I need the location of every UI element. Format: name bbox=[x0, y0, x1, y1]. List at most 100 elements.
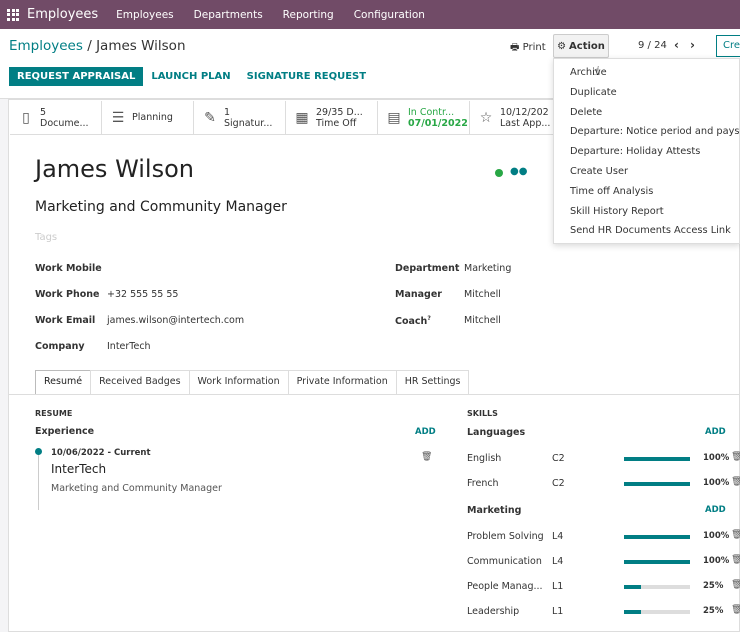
tab-received-badges[interactable]: Received Badges bbox=[90, 370, 190, 394]
pager-value[interactable]: 9 / 24 bbox=[638, 40, 667, 51]
work-phone-field[interactable]: +32 555 55 55 bbox=[107, 289, 179, 300]
experience-title[interactable]: InterTech bbox=[51, 462, 107, 476]
skill-progress-bar bbox=[624, 560, 690, 564]
timeline-line bbox=[38, 452, 39, 510]
skill-percent: 25% bbox=[703, 581, 724, 591]
breadcrumb-current: James Wilson bbox=[96, 38, 186, 54]
work-email-field[interactable]: james.wilson@intertech.com bbox=[107, 315, 245, 326]
signature-request-button[interactable]: SIGNATURE REQUEST bbox=[246, 71, 367, 82]
contract-smart-button[interactable]: ▤ In Contr... 07/01/2022 bbox=[378, 101, 470, 135]
trash-icon[interactable]: 🗑 bbox=[731, 452, 740, 462]
menu-item-timeoff-analysis[interactable]: Time off Analysis bbox=[570, 185, 654, 197]
signature-smart-button[interactable]: ✎ 1 Signatur... bbox=[194, 101, 286, 135]
menu-employees[interactable]: Employees bbox=[116, 8, 174, 21]
skill-level: L1 bbox=[552, 606, 564, 617]
skill-row[interactable]: French C2 100% 🗑 bbox=[467, 474, 740, 494]
signature-label: Signatur... bbox=[224, 117, 273, 129]
menu-item-skill-history[interactable]: Skill History Report bbox=[570, 205, 664, 217]
tab-work-information[interactable]: Work Information bbox=[188, 370, 289, 394]
trash-icon[interactable]: 🗑 bbox=[731, 477, 740, 487]
top-navbar: Employees Employees Departments Reportin… bbox=[0, 0, 740, 29]
department-label: Department bbox=[395, 263, 460, 274]
skill-group-languages: Languages bbox=[467, 427, 526, 438]
trash-icon[interactable]: 🗑 bbox=[731, 605, 740, 615]
trash-icon[interactable]: 🗑 bbox=[731, 580, 740, 590]
menu-item-departure-holiday[interactable]: Departure: Holiday Attests bbox=[570, 146, 701, 158]
menu-item-send-hr-documents[interactable]: Send HR Documents Access Link bbox=[570, 225, 731, 237]
skill-percent: 100% bbox=[703, 556, 730, 566]
chevron-left-icon[interactable]: ‹ bbox=[674, 38, 679, 52]
action-button[interactable]: ⚙ Action bbox=[553, 34, 609, 58]
chat-icon[interactable]: ●● bbox=[510, 166, 528, 177]
tab-private-information[interactable]: Private Information bbox=[287, 370, 397, 394]
trash-icon[interactable]: 🗑 bbox=[421, 452, 433, 462]
hand-cursor-icon: ☝ bbox=[593, 64, 601, 78]
tab-resume[interactable]: Resumé bbox=[35, 370, 92, 394]
timeoff-label: Time Off bbox=[316, 117, 357, 129]
add-language-button[interactable]: ADD bbox=[705, 427, 726, 437]
star-icon: ☆ bbox=[479, 109, 493, 126]
planning-smart-button[interactable]: ☰ Planning bbox=[102, 101, 194, 135]
skill-group-marketing: Marketing bbox=[467, 505, 522, 516]
skill-progress-bar bbox=[624, 585, 690, 589]
apps-menu-icon[interactable] bbox=[7, 8, 19, 21]
manager-field[interactable]: Mitchell bbox=[464, 289, 501, 300]
skill-row[interactable]: English C2 100% 🗑 bbox=[467, 449, 740, 469]
tab-divider bbox=[9, 394, 739, 395]
documents-smart-button[interactable]: ▯ 5 Docume... bbox=[10, 101, 102, 135]
work-email-label: Work Email bbox=[35, 315, 96, 326]
skill-name: Leadership bbox=[467, 606, 520, 617]
action-label: Action bbox=[569, 40, 605, 52]
request-appraisal-button[interactable]: REQUEST APPRAISAL bbox=[9, 67, 144, 86]
menu-item-departure-notice[interactable]: Departure: Notice period and payslip bbox=[570, 126, 740, 138]
print-label: Print bbox=[522, 42, 546, 53]
skill-name: Communication bbox=[467, 556, 542, 567]
coach-field[interactable]: Mitchell bbox=[464, 315, 501, 326]
menu-item-archive[interactable]: Archive bbox=[570, 67, 607, 78]
tab-hr-settings[interactable]: HR Settings bbox=[395, 370, 470, 394]
contract-date: 07/01/2022 bbox=[408, 117, 468, 129]
trash-icon[interactable]: 🗑 bbox=[731, 555, 740, 565]
employee-name[interactable]: James Wilson bbox=[35, 155, 194, 183]
app-name[interactable]: Employees bbox=[27, 7, 99, 22]
experience-subtitle: Experience bbox=[35, 426, 95, 437]
print-button[interactable]: 🖶 Print bbox=[510, 40, 546, 57]
presence-status-icon bbox=[495, 169, 503, 177]
documents-label: Docume... bbox=[40, 117, 89, 129]
menu-reporting[interactable]: Reporting bbox=[282, 8, 334, 21]
trash-icon[interactable]: 🗑 bbox=[731, 530, 740, 540]
menu-item-create-user[interactable]: Create User bbox=[570, 165, 628, 177]
skill-name: English bbox=[467, 453, 502, 464]
breadcrumb: Employees / James Wilson bbox=[9, 38, 186, 54]
menu-item-delete[interactable]: Delete bbox=[570, 106, 603, 118]
breadcrumb-separator: / bbox=[87, 38, 92, 54]
skill-progress-bar bbox=[624, 535, 690, 539]
skill-row[interactable]: Problem Solving L4 100% 🗑 bbox=[467, 527, 740, 547]
add-marketing-skill-button[interactable]: ADD bbox=[705, 505, 726, 515]
menu-departments[interactable]: Departments bbox=[193, 8, 263, 21]
chevron-right-icon[interactable]: › bbox=[690, 38, 695, 52]
create-button[interactable]: Cre bbox=[716, 35, 740, 57]
help-icon[interactable]: ? bbox=[427, 315, 431, 322]
skill-row[interactable]: Leadership L1 25% 🗑 bbox=[467, 602, 740, 622]
skill-row[interactable]: People Manag... L1 25% 🗑 bbox=[467, 577, 740, 597]
breadcrumb-parent[interactable]: Employees bbox=[9, 38, 83, 54]
company-field[interactable]: InterTech bbox=[107, 341, 151, 352]
add-resume-button[interactable]: ADD bbox=[415, 427, 436, 437]
resume-section-title: RESUME bbox=[35, 409, 73, 418]
timeoff-smart-button[interactable]: ▦ 29/35 D... Time Off bbox=[286, 101, 378, 135]
job-title[interactable]: Marketing and Community Manager bbox=[35, 199, 287, 215]
skill-row[interactable]: Communication L4 100% 🗑 bbox=[467, 552, 740, 572]
menu-configuration[interactable]: Configuration bbox=[353, 8, 425, 21]
skill-percent: 100% bbox=[703, 478, 730, 488]
skill-level: L4 bbox=[552, 531, 564, 542]
appraisal-smart-button[interactable]: ☆ 10/12/202 Last App... bbox=[470, 101, 562, 135]
tags-field[interactable]: Tags bbox=[35, 232, 58, 243]
skill-name: French bbox=[467, 478, 499, 489]
department-field[interactable]: Marketing bbox=[464, 263, 512, 274]
menu-item-duplicate[interactable]: Duplicate bbox=[570, 86, 617, 98]
launch-plan-button[interactable]: LAUNCH PLAN bbox=[151, 71, 231, 82]
skill-level: C2 bbox=[552, 478, 565, 489]
planning-icon: ☰ bbox=[111, 109, 125, 126]
skill-level: C2 bbox=[552, 453, 565, 464]
